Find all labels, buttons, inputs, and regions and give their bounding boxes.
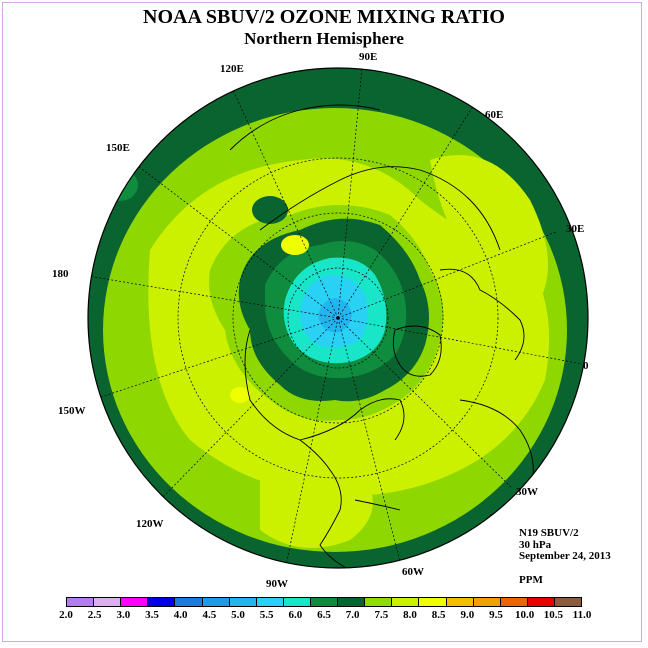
lon-label-150w: 150W: [58, 405, 86, 417]
map-boundary: [87, 67, 589, 569]
ozone-spot-7-0: [252, 196, 288, 224]
colorbar-swatch: [175, 598, 203, 606]
colorbar-tick-label: 8.5: [431, 609, 446, 621]
colorbar-swatch: [554, 598, 582, 606]
ozone-spot-8-5-west: [230, 387, 250, 403]
colorbar-swatch: [527, 598, 555, 606]
colorbar-swatch: [121, 598, 149, 606]
colorbar-tick-label: 7.0: [345, 609, 360, 621]
lon-label-30w: 30W: [516, 486, 538, 498]
colorbar-ticks: 2.0 2.5 3.0 3.5 4.0 4.5 5.0 5.5 6.0 6.5 7.0 7.5 8.0 8…: [59, 609, 591, 623]
colorbar-swatch: [473, 598, 501, 606]
colorbar-tick-label: 2.0: [59, 609, 73, 621]
colorbar-swatch: [446, 598, 474, 606]
colorbar-swatch: [202, 598, 230, 606]
colorbar-swatch: [419, 598, 447, 606]
colorbar-swatch: [256, 598, 284, 606]
colorbar-swatch: [310, 598, 339, 606]
colorbar-tick-label: 10.0: [515, 609, 535, 621]
colorbar-tick-label: 3.0: [116, 609, 131, 621]
map-title: NOAA SBUV/2 OZONE MIXING RATIO: [143, 6, 505, 28]
colorbar-tick-label: 4.5: [202, 609, 217, 621]
colorbar-tick-label: 2.5: [87, 609, 102, 621]
ozone-band-5-0: [318, 298, 352, 333]
colorbar-tick-label: 11.0: [572, 609, 592, 621]
colorbar-tick-label: 5.5: [259, 609, 274, 621]
colorbar-swatch: [338, 598, 366, 606]
colorbar-tick-label: 3.5: [145, 609, 159, 621]
colorbar-swatch: [500, 598, 528, 606]
instrument-label: N19 SBUV/2: [519, 527, 579, 539]
ozone-band-8-0-south: [260, 455, 373, 548]
ozone-spot-8-5-north: [281, 235, 309, 255]
date-label: September 24, 2013: [519, 550, 611, 562]
colorbar-tick-label: 4.0: [173, 609, 188, 621]
lon-label-120w: 120W: [136, 518, 164, 530]
colorbar: [66, 597, 582, 607]
colorbar-swatch: [67, 598, 95, 606]
lon-label-60w: 60W: [402, 566, 424, 578]
lon-label-90e: 90E: [359, 51, 378, 63]
colorbar-swatch: [392, 598, 420, 606]
colorbar-tick-label: 9.0: [460, 609, 475, 621]
colorbar-tick-label: 6.5: [317, 609, 331, 621]
colorbar-swatch: [283, 598, 311, 606]
lon-label-180: 180: [52, 268, 69, 280]
lon-label-120e: 120E: [220, 63, 244, 75]
colorbar-tick-label: 7.5: [374, 609, 389, 621]
colorbar-swatch: [94, 598, 122, 606]
colorbar-tick-label: 5.0: [231, 609, 245, 621]
figure-frame: [2, 2, 642, 642]
lon-label-30e: 30E: [566, 223, 585, 235]
units-label: PPM: [519, 574, 543, 586]
coastlines: [229, 104, 534, 568]
colorbar-tick-label: 9.5: [489, 609, 503, 621]
colorbar-swatch: [148, 598, 176, 606]
lon-label-150e: 150E: [106, 142, 130, 154]
colorbar-swatch: [365, 598, 393, 606]
meridians: [88, 68, 583, 568]
map-subtitle: Northern Hemisphere: [244, 29, 404, 48]
level-label: 30 hPa: [519, 539, 552, 551]
colorbar-tick-label: 6.0: [288, 609, 303, 621]
lon-label-0: 0: [583, 360, 589, 372]
colorbar-swatch: [229, 598, 257, 606]
colorbar-tick-label: 8.0: [403, 609, 417, 621]
latitude-circles: [177, 157, 499, 479]
colorbar-tick-label: 10.5: [543, 609, 563, 621]
lon-label-60e: 60E: [485, 109, 504, 121]
lon-label-90w: 90W: [266, 578, 288, 590]
